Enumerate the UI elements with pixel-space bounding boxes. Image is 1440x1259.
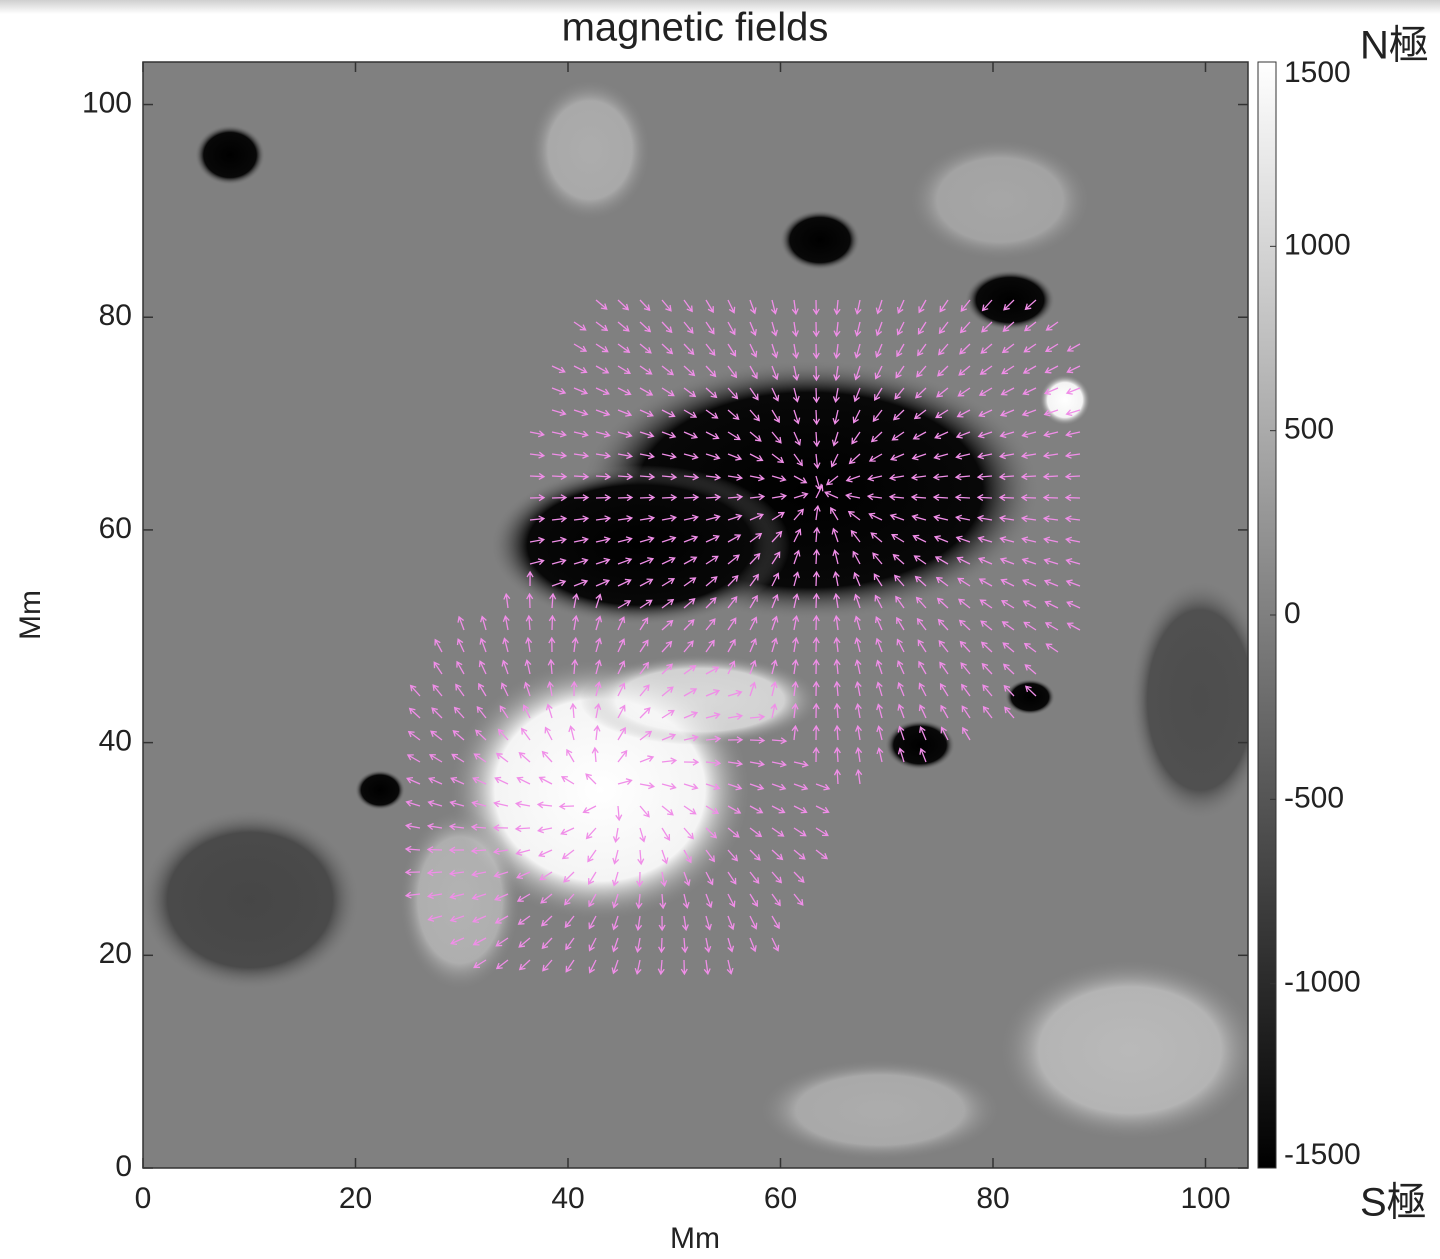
colorbar-tick-label: -500: [1284, 781, 1344, 814]
x-tick-label: 100: [1180, 1182, 1230, 1215]
y-tick-label: 60: [99, 512, 132, 545]
x-tick-label: 20: [339, 1182, 372, 1215]
colorbar-tick-label: 0: [1284, 597, 1301, 630]
chart-title: magnetic fields: [562, 6, 829, 50]
y-axis-label: Mm: [14, 590, 47, 640]
magnetogram: [140, 62, 1270, 1168]
colorbar-tick-label: 1000: [1284, 228, 1351, 261]
x-tick-label: 40: [551, 1182, 584, 1215]
y-tick-label: 20: [99, 937, 132, 970]
x-tick-label: 60: [764, 1182, 797, 1215]
annotation: N極: [1360, 24, 1429, 68]
x-axis-label: Mm: [670, 1222, 720, 1255]
y-tick-label: 40: [99, 725, 132, 758]
chart: magnetic fields Mm Mm N極 S極 0 20 40 60 80 100…: [0, 0, 1440, 1259]
y-tick-label: 0: [115, 1150, 132, 1183]
x-tick-label: 80: [976, 1182, 1009, 1215]
colorbar-tick-label: 1500: [1284, 56, 1351, 89]
colorbar-tick-label: 500: [1284, 413, 1334, 446]
y-tick-label: 80: [99, 299, 132, 332]
annotation: S極: [1360, 1181, 1427, 1225]
colorbar-tick-label: -1500: [1284, 1138, 1361, 1171]
y-tick-label: 100: [82, 86, 132, 119]
x-tick-label: 0: [135, 1182, 152, 1215]
colorbar-tick-label: -1000: [1284, 966, 1361, 999]
